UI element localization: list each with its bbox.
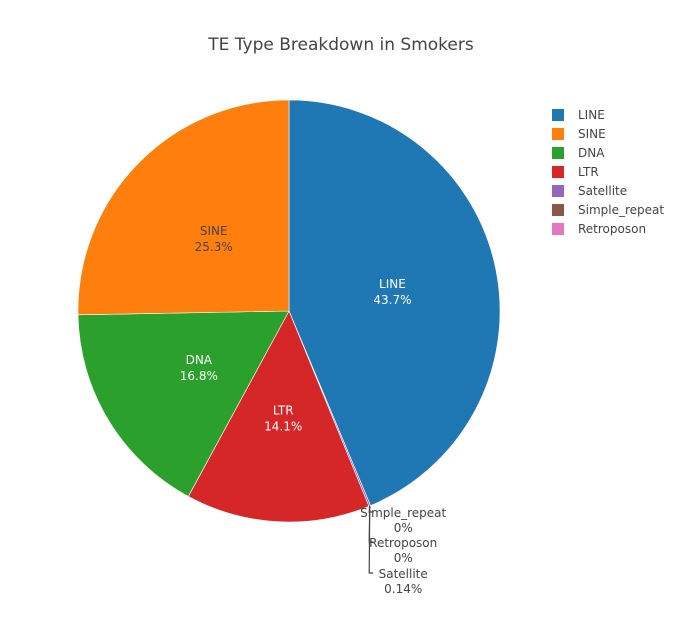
pie-slice-sine[interactable] [77, 99, 290, 316]
chart-title: TE Type Breakdown in Smokers [207, 35, 474, 55]
legend-swatch [552, 109, 564, 121]
leader-line-satellite [368, 505, 374, 574]
pie-slice-line[interactable] [288, 99, 501, 506]
legend: LINE SINE DNA LTR Satellite Simple_repeat Retr… [552, 108, 664, 236]
pie-slice-dna[interactable] [77, 310, 290, 497]
legend-item-simple-repeat[interactable]: Simple_repeat [552, 203, 664, 217]
slice-percent-retroposon: 0% [394, 551, 413, 565]
legend-swatch [552, 204, 564, 216]
legend-label: Satellite [578, 184, 627, 198]
slice-label-ltr: LTR [273, 403, 294, 417]
slice-percent-sine: 25.3% [195, 240, 233, 254]
slice-label-sine: SINE [200, 224, 228, 238]
legend-swatch [552, 166, 564, 178]
legend-item-line[interactable]: LINE [552, 108, 605, 122]
slice-label-retroposon: Retroposon [369, 536, 437, 550]
slice-percent-satellite: 0.14% [384, 582, 422, 596]
legend-item-satellite[interactable]: Satellite [552, 184, 627, 198]
legend-item-ltr[interactable]: LTR [552, 165, 599, 179]
legend-label: Retroposon [578, 222, 646, 236]
slice-labels: LINE 43.7% LTR 14.1% DNA 16.8% SINE 25.3% [180, 224, 412, 433]
slice-label-line: LINE [379, 277, 406, 291]
legend-label: LINE [578, 108, 605, 122]
slice-percent-ltr: 14.1% [264, 419, 302, 433]
legend-swatch [552, 128, 564, 140]
legend-swatch [552, 147, 564, 159]
legend-label: LTR [578, 165, 599, 179]
legend-item-sine[interactable]: SINE [552, 127, 606, 141]
legend-label: Simple_repeat [578, 203, 664, 217]
legend-swatch [552, 185, 564, 197]
slice-percent-dna: 16.8% [180, 369, 218, 383]
legend-item-retroposon[interactable]: Retroposon [552, 222, 646, 236]
legend-item-dna[interactable]: DNA [552, 146, 605, 160]
slice-label-satellite: Satellite [379, 567, 428, 581]
slice-label-dna: DNA [186, 353, 213, 367]
pie-slices [77, 99, 501, 523]
legend-swatch [552, 223, 564, 235]
legend-label: DNA [578, 146, 605, 160]
slice-percent-line: 43.7% [373, 293, 411, 307]
slice-label-simple-repeat: Simple_repeat [360, 506, 446, 520]
legend-label: SINE [578, 127, 606, 141]
slice-percent-simple-repeat: 0% [394, 521, 413, 535]
pie-slice-ltr[interactable] [187, 310, 370, 523]
outside-slice-labels: Simple_repeat0%Retroposon0%Satellite0.14… [360, 505, 447, 596]
